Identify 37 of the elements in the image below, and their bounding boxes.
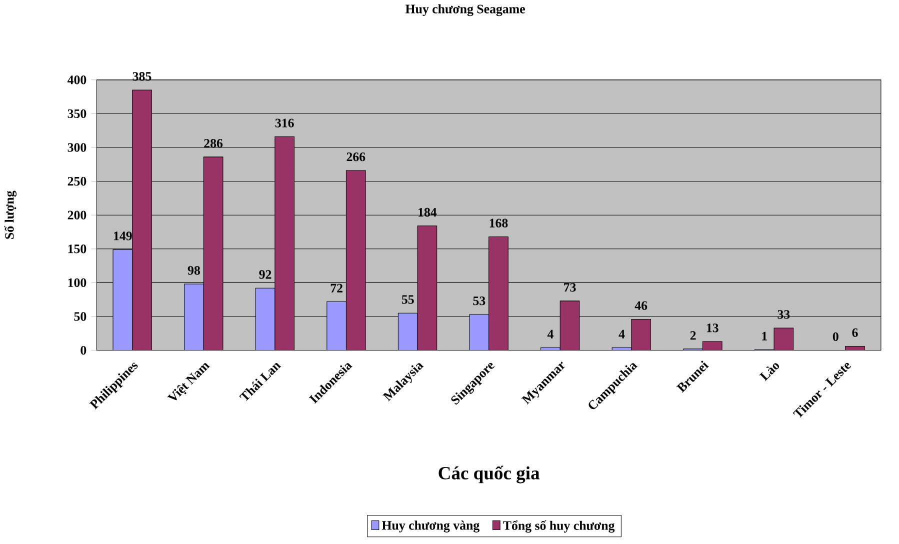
legend-label: Tổng số huy chương — [503, 520, 615, 532]
y-tick-label: 350 — [68, 109, 86, 118]
y-tick-label: 50 — [74, 312, 86, 321]
data-label: 149 — [114, 231, 132, 240]
data-label: 33 — [778, 310, 790, 318]
data-label: 1 — [762, 332, 767, 340]
data-label: 92 — [259, 270, 272, 279]
y-tick-label: 300 — [68, 142, 86, 152]
y-axis-title: Số lượng — [4, 190, 17, 239]
data-label: 4 — [618, 330, 625, 338]
chart-title: Huy chương Seagame — [406, 4, 525, 16]
data-label: 286 — [204, 138, 223, 148]
data-label: 184 — [418, 208, 437, 216]
y-tick-label: 400 — [67, 75, 86, 84]
y-tick-label: 0 — [80, 346, 86, 354]
data-label: 168 — [490, 218, 508, 228]
y-tick-label: 250 — [68, 176, 86, 186]
data-label: 46 — [634, 301, 648, 310]
data-label: 53 — [473, 296, 486, 305]
data-label: 73 — [564, 282, 576, 292]
data-label: 55 — [402, 295, 414, 304]
data-label: 0 — [832, 332, 838, 341]
x-tick-label: Lào — [759, 362, 780, 381]
data-label: 13 — [706, 323, 718, 332]
data-label: 385 — [132, 72, 152, 80]
y-tick-label: 150 — [68, 244, 86, 254]
legend-label: Huy chương vàng — [382, 520, 480, 532]
data-label: 2 — [690, 330, 696, 340]
x-axis-title: Các quốc gia — [438, 466, 540, 484]
data-label: 4 — [547, 330, 554, 338]
data-label: 98 — [188, 266, 200, 275]
data-label: 6 — [852, 328, 858, 337]
data-label: 72 — [330, 284, 342, 292]
y-tick-label: 200 — [68, 210, 86, 220]
y-tick-label: 100 — [68, 278, 86, 287]
data-label: 266 — [346, 152, 366, 161]
data-label: 316 — [275, 118, 294, 128]
